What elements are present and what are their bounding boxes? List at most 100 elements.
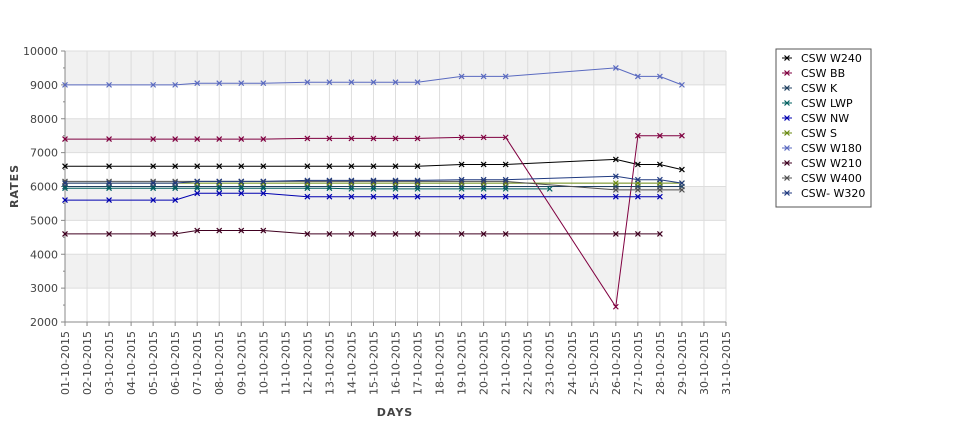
data-point — [326, 193, 333, 200]
data-point — [304, 193, 311, 200]
series-0 — [62, 156, 685, 173]
data-point — [392, 178, 399, 185]
data-point — [370, 177, 377, 184]
legend-marker — [784, 145, 790, 151]
data-point — [62, 136, 68, 142]
legend-item: CSW W240 — [782, 52, 862, 65]
data-point — [348, 177, 355, 184]
data-point — [106, 231, 112, 237]
x-tick-label: 10-10-2015 — [257, 331, 270, 395]
data-point — [172, 81, 179, 88]
data-point — [304, 231, 311, 237]
y-tick-label: 9000 — [30, 79, 58, 92]
x-tick-label: 26-10-2015 — [610, 331, 623, 395]
data-point — [634, 132, 641, 139]
data-point — [502, 134, 509, 141]
data-point — [414, 185, 421, 192]
data-point — [172, 136, 179, 142]
data-point — [480, 161, 487, 168]
data-point — [216, 190, 223, 197]
data-point — [304, 177, 311, 184]
data-point — [326, 79, 333, 86]
data-point — [392, 193, 399, 200]
legend-item: CSW W400 — [782, 172, 862, 185]
legend: CSW W240 CSW BB CSW K CSW LWP CSW NW CSW S CSW… — [775, 48, 872, 208]
data-point — [172, 185, 179, 192]
data-point — [634, 161, 641, 168]
data-point — [326, 185, 333, 192]
x-tick-label: 29-10-2015 — [676, 331, 689, 395]
x-tick-label: 31-10-2015 — [720, 331, 733, 395]
data-point — [480, 134, 487, 141]
x-tick-label: 23-10-2015 — [544, 331, 557, 395]
data-point — [106, 197, 112, 203]
data-point — [216, 80, 223, 87]
data-point — [392, 163, 399, 170]
x-tick-label: 30-10-2015 — [698, 331, 711, 395]
data-point — [458, 73, 465, 80]
data-point — [238, 185, 245, 192]
data-point — [172, 231, 179, 237]
data-point — [458, 193, 465, 200]
data-point — [612, 193, 619, 200]
data-point — [656, 176, 663, 183]
data-point — [172, 197, 179, 203]
data-point — [458, 231, 465, 237]
y-tick-label: 6000 — [30, 181, 58, 194]
x-tick-label: 27-10-2015 — [632, 331, 645, 395]
data-point — [612, 65, 619, 71]
data-point — [150, 136, 157, 142]
y-tick-label: 2000 — [30, 316, 58, 329]
legend-box — [775, 48, 872, 208]
data-point — [634, 231, 641, 237]
data-point — [502, 161, 509, 168]
legend-item: CSW W180 — [782, 142, 862, 155]
y-tick-label: 5000 — [30, 214, 58, 227]
data-point — [150, 163, 157, 170]
data-point — [370, 163, 377, 170]
data-point — [216, 227, 223, 234]
x-tick-label: 04-10-2015 — [125, 331, 138, 395]
legend-label: CSW- W320 — [801, 187, 865, 200]
data-point — [370, 135, 377, 142]
x-tick-label: 28-10-2015 — [654, 331, 667, 395]
data-point — [260, 163, 267, 170]
legend-marker — [784, 70, 790, 76]
data-point — [260, 190, 267, 197]
series-6 — [62, 65, 685, 88]
data-point — [612, 303, 619, 310]
y-axis-title: RATES — [8, 164, 21, 208]
data-point — [656, 186, 663, 193]
data-point — [370, 193, 377, 200]
x-axis-title: DAYS — [377, 406, 413, 419]
legend-label: CSW W240 — [801, 52, 862, 65]
legend-marker — [784, 190, 790, 196]
data-point — [238, 136, 245, 142]
legend-item: CSW- W320 — [782, 187, 865, 200]
data-point — [326, 163, 333, 170]
data-point — [304, 185, 311, 192]
data-point — [414, 178, 421, 185]
data-point — [656, 73, 663, 80]
x-tick-label: 07-10-2015 — [191, 331, 204, 395]
data-point — [216, 163, 223, 170]
data-point — [260, 185, 267, 192]
legend-item: CSW LWP — [782, 97, 853, 110]
data-point — [480, 176, 487, 183]
x-tick-label: 25-10-2015 — [588, 331, 601, 395]
data-point — [392, 135, 399, 142]
legend-label: CSW S — [801, 127, 837, 140]
legend-label: CSW LWP — [801, 97, 853, 110]
series-9 — [62, 173, 685, 187]
legend-marker — [784, 160, 790, 166]
data-point — [304, 178, 311, 185]
data-point — [348, 163, 355, 170]
data-point — [679, 132, 685, 139]
data-point — [370, 185, 377, 192]
data-point — [238, 80, 245, 87]
data-point — [260, 178, 267, 185]
x-tick-label: 08-10-2015 — [213, 331, 226, 395]
legend-label: CSW BB — [801, 67, 845, 80]
data-point — [62, 180, 68, 187]
data-point — [150, 185, 157, 192]
